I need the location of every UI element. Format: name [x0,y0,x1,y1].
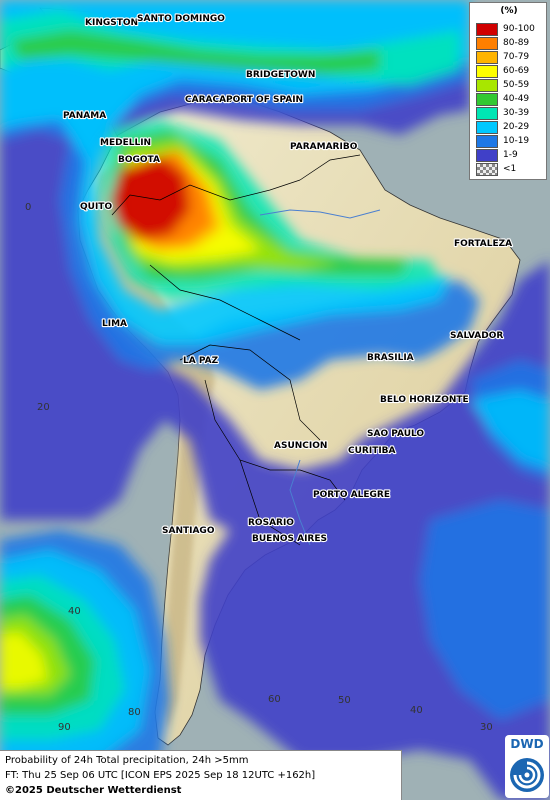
city-label: BRIDGETOWN [246,70,315,80]
grid-label: 40 [410,705,423,716]
dwd-logo: DWD [505,735,549,798]
legend-swatch [476,51,498,64]
legend-item: 50-59 [476,79,546,93]
legend-label: 40-49 [503,94,530,104]
city-label: SAO PAULO [367,429,424,439]
legend-label: 30-39 [503,108,530,118]
grid-label: 30 [480,722,493,733]
city-label: ASUNCION [274,441,327,451]
legend-label: 20-29 [503,122,530,132]
product-title: Probability of 24h Total precipitation, … [5,755,249,766]
graticule-labels: 0 20 40 80 90 60 50 40 30 [25,202,493,733]
legend-swatch [476,107,498,120]
legend-label: 10-19 [503,136,530,146]
legend-item: 80-89 [476,37,546,51]
legend-item: 40-49 [476,93,546,107]
city-label: SALVADOR [450,331,503,341]
city-label: FORTALEZA [454,239,512,249]
city-label: SANTIAGO [162,526,215,536]
legend-item: 20-29 [476,121,546,135]
legend-swatch [476,121,498,134]
city-label: ROSARIO [248,518,294,528]
city-label: PARAMARIBO [290,142,358,152]
city-label: QUITO [80,202,112,212]
city-label: BRASILIA [367,353,414,363]
legend-item: 30-39 [476,107,546,121]
grid-label: 60 [268,694,281,705]
legend-label: <1 [503,164,517,174]
city-label: CURITIBA [348,446,396,456]
grid-label: 50 [338,695,351,706]
legend-swatch [476,23,498,36]
legend-swatch [476,163,498,176]
legend: (%) 90-100 80-89 70-79 60-69 50-59 40-49 30-39… [469,2,547,180]
copyright: ©2025 Deutscher Wetterdienst [5,785,182,796]
rivers [259,209,381,546]
forecast-time: FT: Thu 25 Sep 06 UTC [ICON EPS 2025 Sep… [5,770,316,781]
legend-label: 1-9 [503,150,518,160]
legend-unit: (%) [500,6,518,16]
grid-label: 40 [68,606,81,617]
city-label: KINGSTON [85,18,138,28]
legend-swatch [476,65,498,78]
city-label: BUENOS AIRES [252,534,327,544]
legend-item: 60-69 [476,65,546,79]
legend-swatch [476,149,498,162]
dwd-swirl-icon [510,758,544,792]
city-label: CARACAS [185,95,233,105]
legend-label: 60-69 [503,66,530,76]
grid-label: 20 [37,402,50,413]
grid-label: 90 [58,722,71,733]
city-label: LA PAZ [183,356,219,366]
city-label: MEDELLIN [100,138,151,148]
map-footer: Probability of 24h Total precipitation, … [0,750,402,800]
city-label: SANTO DOMINGO [137,14,225,24]
country-borders [111,154,361,546]
legend-swatch [476,37,498,50]
legend-item: <1 [476,163,546,177]
legend-swatch [476,79,498,92]
legend-swatch [476,135,498,148]
city-label: BOGOTA [118,155,160,165]
legend-item: 10-19 [476,135,546,149]
city-label: BELO HORIZONTE [380,395,469,405]
legend-item: 1-9 [476,149,546,163]
grid-label: 0 [25,202,31,213]
legend-swatch [476,93,498,106]
city-labels: KINGSTON SANTO DOMINGO BRIDGETOWN CARACA… [62,13,513,545]
legend-label: 80-89 [503,38,530,48]
city-label: PORT OF SPAIN [226,95,303,105]
legend-item: 90-100 [476,23,546,37]
city-label: PANAMA [63,111,106,121]
dwd-logo-text: DWD [510,737,544,751]
city-label: PORTO ALEGRE [313,490,390,500]
legend-label: 50-59 [503,80,530,90]
grid-label: 80 [128,707,141,718]
legend-label: 90-100 [503,24,535,34]
city-label: LIMA [102,319,127,329]
legend-item: 70-79 [476,51,546,65]
legend-label: 70-79 [503,52,530,62]
